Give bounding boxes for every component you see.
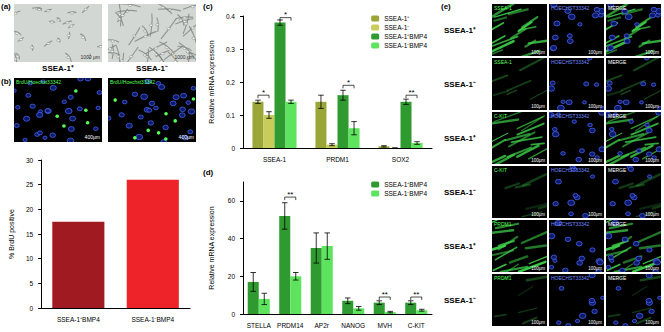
svg-text:Relative mRNA expression: Relative mRNA expression [208, 40, 216, 123]
svg-text:HOECHST33342: HOECHST33342 [551, 59, 590, 65]
svg-text:SSEA-1: SSEA-1 [263, 156, 287, 163]
svg-text:MERGE: MERGE [608, 5, 627, 11]
svg-text:NANOG: NANOG [341, 322, 365, 329]
svg-text:SSEA-1: SSEA-1 [494, 5, 512, 11]
svg-text:SSEA-1⁻: SSEA-1⁻ [136, 64, 168, 73]
svg-text:100μm: 100μm [645, 320, 659, 325]
svg-text:400μm: 400μm [179, 134, 194, 140]
svg-text:100μm: 100μm [645, 104, 659, 109]
svg-text:**: ** [287, 190, 293, 199]
svg-text:10: 10 [26, 255, 34, 262]
svg-text:BrdU/Hoechst33342: BrdU/Hoechst33342 [16, 79, 61, 85]
svg-text:SSEA-1⁻: SSEA-1⁻ [444, 296, 476, 305]
svg-text:0: 0 [231, 145, 235, 152]
svg-text:*: * [284, 10, 287, 19]
svg-text:HOECHST33342: HOECHST33342 [551, 113, 590, 119]
svg-text:(c): (c) [203, 2, 213, 11]
svg-text:SSEA-1: SSEA-1 [494, 59, 512, 65]
svg-text:30: 30 [26, 157, 34, 164]
svg-text:40: 40 [228, 235, 236, 242]
svg-text:25: 25 [26, 181, 34, 188]
svg-text:15: 15 [26, 231, 34, 238]
svg-text:100μm: 100μm [588, 266, 602, 271]
svg-text:C-KIT: C-KIT [494, 167, 507, 173]
svg-text:SSEA-1⁻BMP4: SSEA-1⁻BMP4 [384, 42, 427, 49]
svg-text:100μm: 100μm [588, 212, 602, 217]
svg-text:SSEA-1⁺BMP4: SSEA-1⁺BMP4 [384, 181, 427, 188]
svg-text:100μm: 100μm [531, 320, 545, 325]
svg-text:PRDM1: PRDM1 [494, 221, 512, 227]
svg-text:5: 5 [30, 280, 34, 287]
svg-text:100μm: 100μm [588, 104, 602, 109]
svg-text:100μm: 100μm [531, 158, 545, 163]
svg-text:**: ** [382, 290, 388, 299]
svg-text:100μm: 100μm [645, 50, 659, 55]
svg-text:100μm: 100μm [645, 266, 659, 271]
svg-text:MERGE: MERGE [608, 221, 627, 227]
svg-text:60: 60 [228, 197, 236, 204]
svg-text:0.3: 0.3 [226, 46, 235, 53]
svg-text:0: 0 [231, 311, 235, 318]
svg-text:0.4: 0.4 [226, 13, 235, 20]
svg-text:(a): (a) [1, 2, 11, 11]
svg-text:1000 μm: 1000 μm [174, 54, 194, 60]
svg-text:100μm: 100μm [588, 158, 602, 163]
svg-text:PRDM1: PRDM1 [494, 275, 512, 281]
svg-text:BrdU/Hoechst33342: BrdU/Hoechst33342 [110, 79, 155, 85]
svg-text:HOECHST33342: HOECHST33342 [551, 5, 590, 11]
svg-text:0.2: 0.2 [226, 79, 235, 86]
svg-text:PRDM1: PRDM1 [326, 156, 349, 163]
svg-text:PRDM14: PRDM14 [277, 322, 304, 329]
svg-text:0: 0 [30, 305, 34, 312]
svg-text:SSEA-1⁺BMP4: SSEA-1⁺BMP4 [384, 33, 427, 40]
svg-text:(e): (e) [441, 2, 451, 11]
svg-text:100μm: 100μm [531, 104, 545, 109]
svg-text:1000 μm: 1000 μm [80, 54, 100, 60]
svg-text:MERGE: MERGE [608, 275, 627, 281]
svg-text:**: ** [408, 88, 414, 97]
svg-text:SOX2: SOX2 [392, 156, 410, 163]
svg-text:20: 20 [26, 206, 34, 213]
svg-text:HOECHST33342: HOECHST33342 [551, 275, 590, 281]
svg-text:MERGE: MERGE [608, 113, 627, 119]
svg-text:*: * [262, 88, 265, 97]
svg-text:C-KIT: C-KIT [408, 322, 425, 329]
svg-text:SSEA-1⁺: SSEA-1⁺ [444, 134, 476, 143]
svg-text:HOECHST33342: HOECHST33342 [551, 221, 590, 227]
svg-text:C-KIT: C-KIT [494, 113, 507, 119]
svg-text:100μm: 100μm [645, 212, 659, 217]
svg-text:SSEA-1⁻: SSEA-1⁻ [444, 188, 476, 197]
svg-text:HOECHST33342: HOECHST33342 [551, 167, 590, 173]
svg-text:MERGE: MERGE [608, 167, 627, 173]
svg-text:SSEA-1⁺BMP4: SSEA-1⁺BMP4 [57, 316, 100, 323]
svg-text:SSEA-1⁻: SSEA-1⁻ [444, 80, 476, 89]
svg-text:(b): (b) [1, 77, 12, 86]
svg-text:SSEA-1⁻BMP4: SSEA-1⁻BMP4 [131, 316, 174, 323]
svg-text:(d): (d) [203, 168, 214, 177]
svg-text:SSEA-1⁺: SSEA-1⁺ [444, 26, 476, 35]
svg-text:Relative mRNA expression: Relative mRNA expression [208, 206, 216, 289]
svg-text:MVH: MVH [378, 322, 393, 329]
svg-text:**: ** [413, 290, 419, 299]
svg-text:100μm: 100μm [531, 212, 545, 217]
svg-text:100μm: 100μm [645, 158, 659, 163]
svg-text:% BrdU positive: % BrdU positive [8, 209, 16, 259]
svg-text:100μm: 100μm [588, 50, 602, 55]
svg-text:100μm: 100μm [531, 50, 545, 55]
svg-text:SSEA-1⁻: SSEA-1⁻ [384, 24, 409, 31]
svg-text:400μm: 400μm [85, 134, 100, 140]
svg-text:SSEA-1⁻BMP4: SSEA-1⁻BMP4 [384, 190, 427, 197]
svg-text:20: 20 [228, 273, 236, 280]
svg-text:100μm: 100μm [588, 320, 602, 325]
svg-text:SSEA-1⁺: SSEA-1⁺ [42, 64, 74, 73]
svg-text:SSEA-1⁺: SSEA-1⁺ [384, 15, 409, 22]
svg-text:AP2r: AP2r [315, 322, 330, 329]
svg-text:0.1: 0.1 [226, 112, 235, 119]
svg-text:MERGE: MERGE [608, 59, 627, 65]
svg-text:SSEA-1⁺: SSEA-1⁺ [444, 242, 476, 251]
svg-text:STELLA: STELLA [247, 322, 272, 329]
svg-text:*: * [347, 78, 350, 87]
svg-text:100μm: 100μm [531, 266, 545, 271]
